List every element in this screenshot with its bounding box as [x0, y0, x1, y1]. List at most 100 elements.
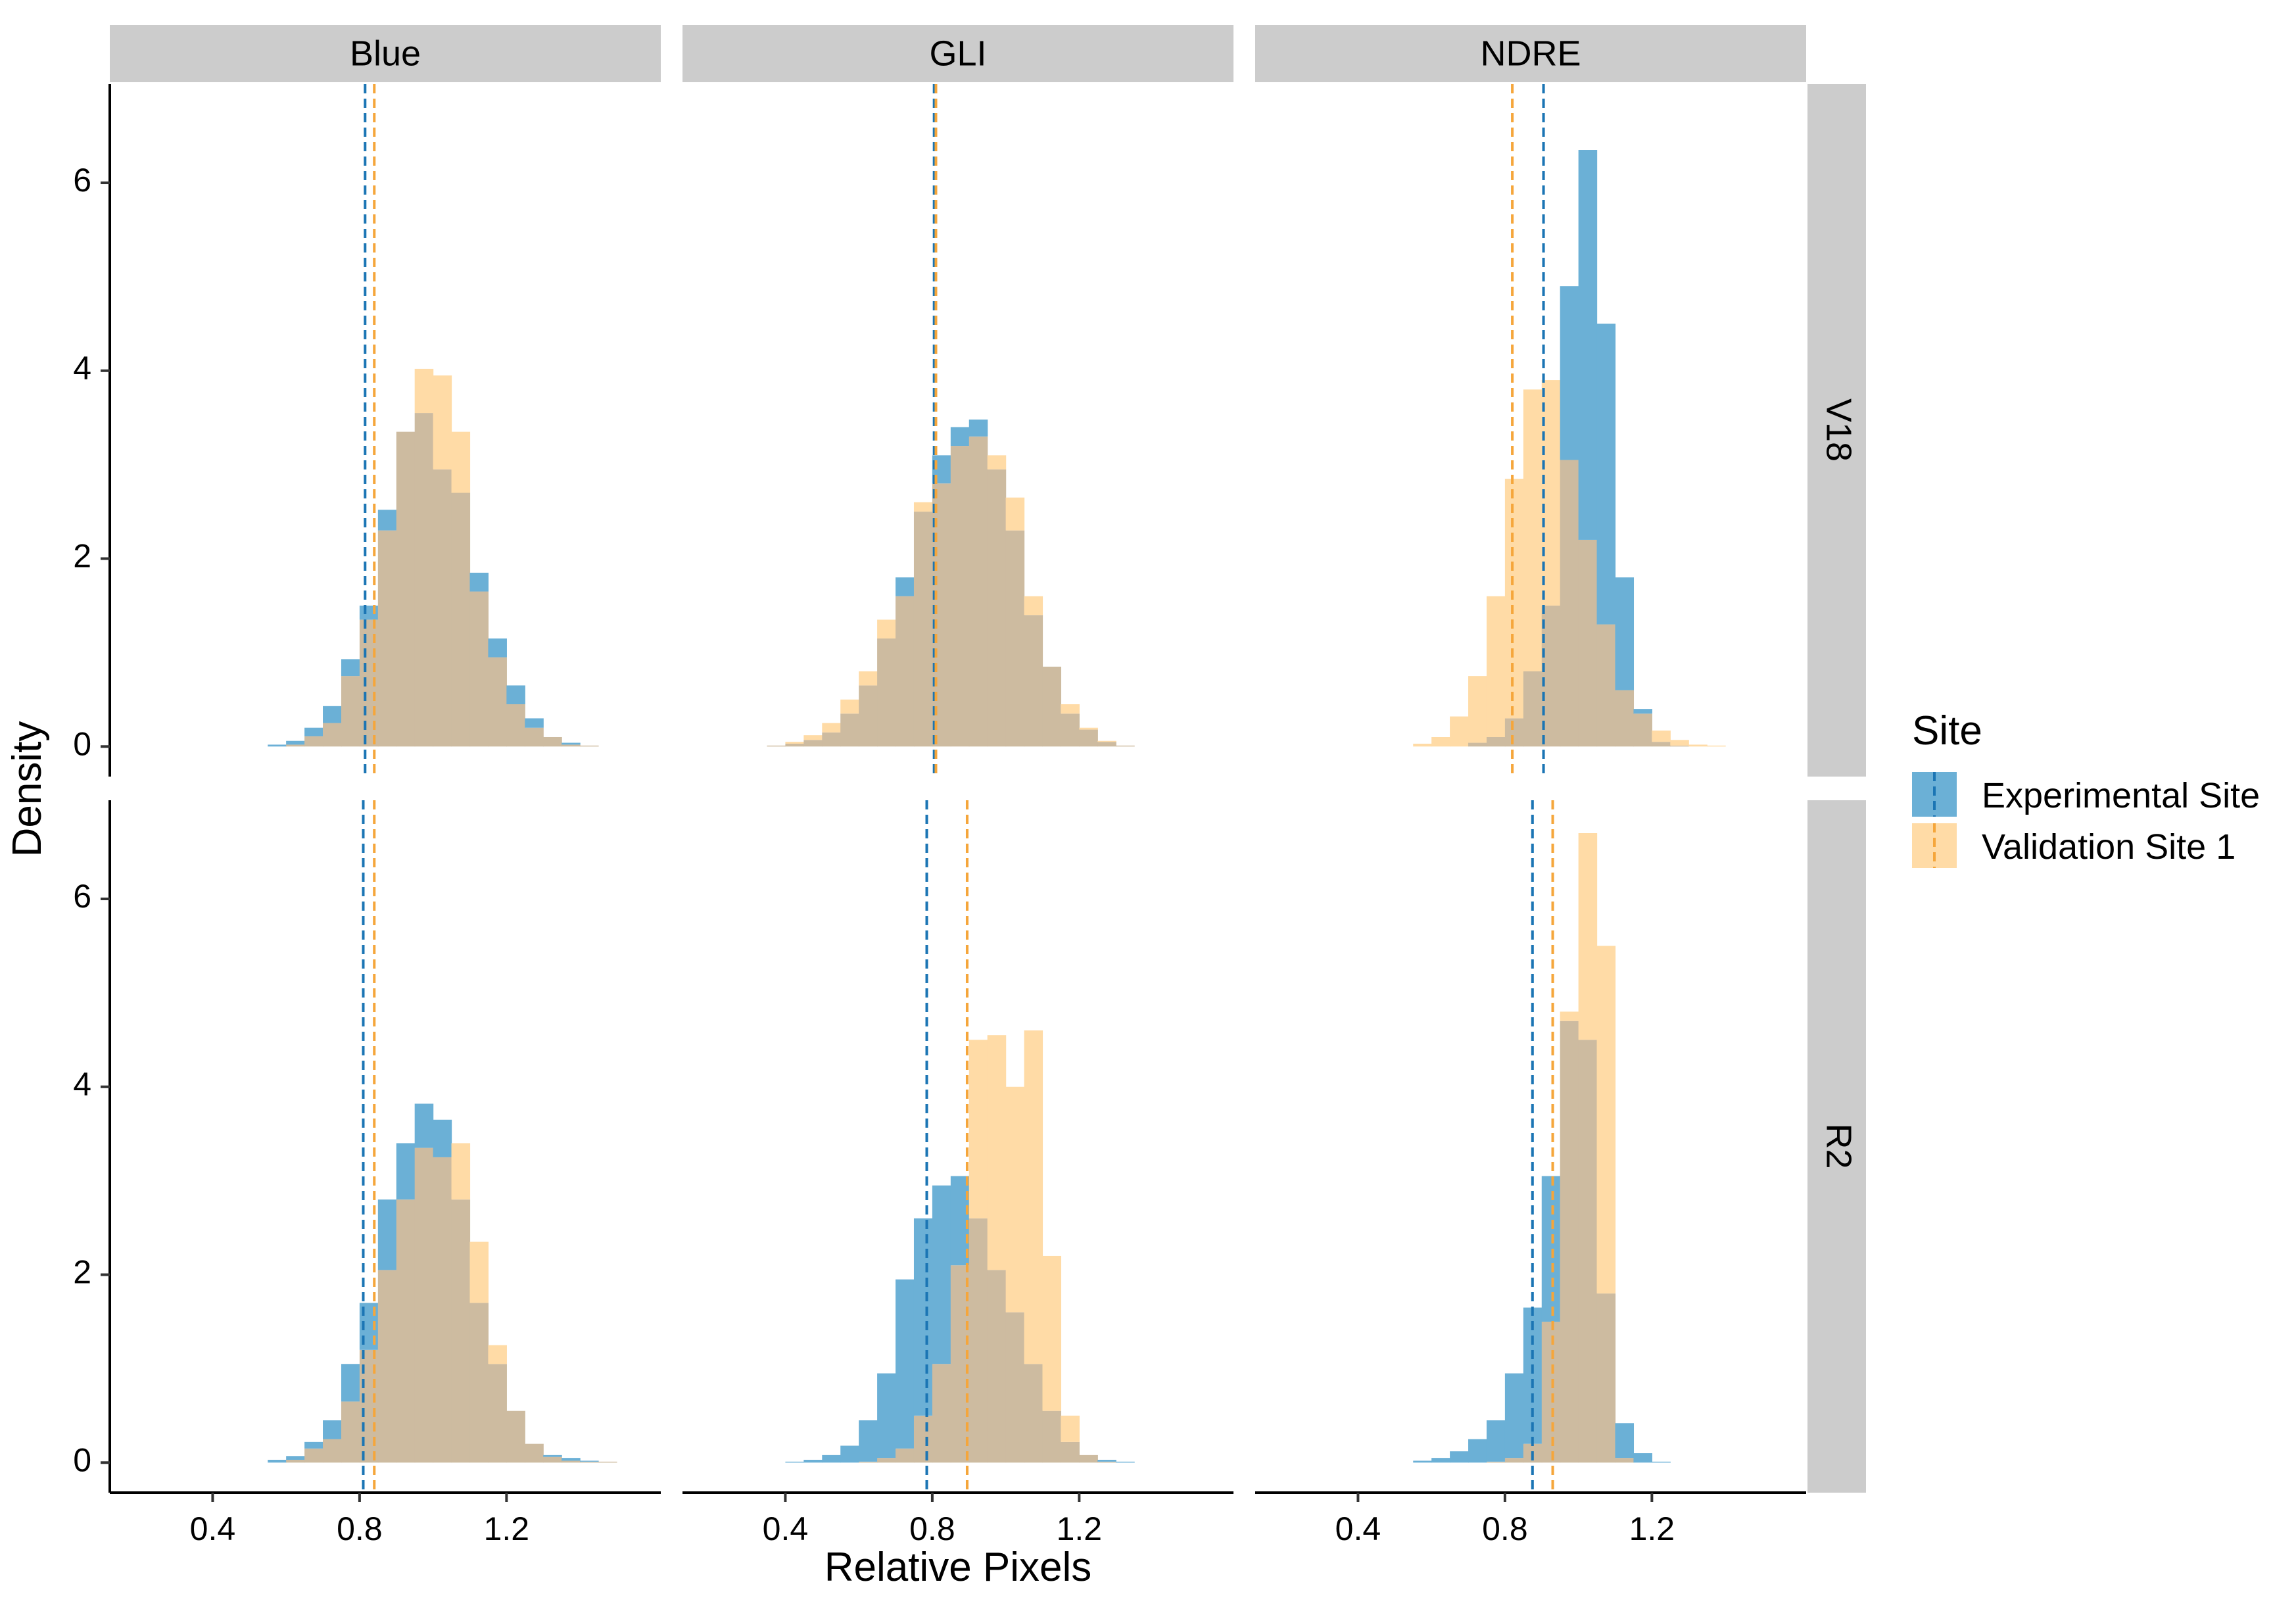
bar-experimental-site-r2-gli-4 — [859, 1420, 878, 1462]
bar-experimental-site-r2-blue-21 — [580, 1460, 599, 1462]
y-tick-label-r2-4: 4 — [73, 1066, 91, 1103]
bar-overlap-v18-blue-19 — [543, 736, 562, 747]
panel-v18-ndre — [1413, 84, 1726, 777]
bar-validation-site-1-v18-gli-7 — [877, 619, 896, 638]
bar-overlap-r2-gli-6 — [896, 1448, 915, 1463]
bar-overlap-r2-ndre-9 — [1560, 1021, 1579, 1463]
y-tick-label-r2-6: 6 — [73, 878, 91, 915]
bar-overlap-v18-gli-4 — [822, 732, 841, 747]
bar-experimental-site-r2-blue-20 — [562, 1458, 581, 1461]
bar-overlap-r2-blue-13 — [433, 1157, 452, 1463]
x-tick-label-gli-1: 0.8 — [909, 1510, 955, 1547]
bar-overlap-v18-ndre-13 — [1633, 713, 1652, 747]
bar-validation-site-1-v18-blue-13 — [433, 375, 452, 469]
legend-label-experimental-site: Experimental Site — [1982, 776, 2260, 815]
bar-validation-site-1-v18-gli-4 — [822, 723, 841, 733]
bar-overlap-r2-gli-7 — [913, 1415, 933, 1463]
bar-overlap-v18-ndre-7 — [1523, 671, 1543, 747]
bar-experimental-site-r2-ndre-4 — [1468, 1439, 1487, 1463]
bar-experimental-site-v18-ndre-13 — [1633, 709, 1652, 714]
bar-overlap-r2-gli-14 — [1042, 1410, 1062, 1463]
x-tick-label-gli-0: 0.4 — [763, 1510, 809, 1547]
bar-overlap-v18-ndre-12 — [1615, 690, 1635, 747]
bar-validation-site-1-r2-blue-16 — [488, 1345, 507, 1364]
bar-experimental-site-r2-blue-8 — [341, 1364, 360, 1402]
panels-layer — [268, 84, 1726, 1493]
bar-overlap-r2-gli-16 — [1079, 1455, 1098, 1463]
bar-experimental-site-r2-blue-11 — [396, 1143, 416, 1200]
bar-validation-site-1-v18-gli-2 — [785, 742, 804, 744]
bar-experimental-site-r2-ndre-7 — [1523, 1307, 1543, 1444]
bar-validation-site-1-v18-blue-12 — [414, 368, 434, 414]
bar-validation-site-1-v18-ndre-6 — [1504, 479, 1524, 719]
bar-validation-site-1-v18-gli-15 — [1024, 596, 1043, 615]
legend-item-experimental-site: Experimental Site — [1912, 772, 2260, 817]
bar-overlap-r2-gli-13 — [1024, 1364, 1043, 1463]
bar-overlap-r2-blue-11 — [396, 1199, 416, 1463]
facet-label-blue: Blue — [350, 34, 421, 73]
legend-title: Site — [1912, 708, 1982, 754]
bar-overlap-r2-blue-5 — [286, 1459, 305, 1463]
bar-validation-site-1-v18-ndre-3 — [1450, 716, 1469, 747]
bar-overlap-v18-ndre-14 — [1652, 742, 1671, 747]
bar-experimental-site-r2-blue-10 — [377, 1199, 397, 1270]
bar-overlap-v18-gli-12 — [969, 436, 988, 747]
bar-overlap-r2-blue-10 — [377, 1270, 397, 1463]
bar-overlap-v18-blue-14 — [451, 493, 471, 747]
bar-validation-site-1-r2-ndre-9 — [1560, 1011, 1579, 1021]
bar-overlap-v18-gli-9 — [913, 512, 933, 747]
legend-label-validation-site-1: Validation Site 1 — [1982, 827, 2236, 867]
bar-validation-site-1-v18-ndre-15 — [1670, 740, 1689, 746]
bar-validation-site-1-r2-ndre-10 — [1578, 833, 1598, 1040]
facet-strip-ndre: NDRE — [1255, 25, 1806, 82]
bar-overlap-r2-gli-8 — [932, 1364, 951, 1463]
x-tick-label-ndre-2: 1.2 — [1629, 1510, 1675, 1547]
bar-overlap-v18-ndre-4 — [1468, 742, 1487, 747]
bar-validation-site-1-v18-gli-5 — [840, 699, 859, 714]
x-tick-label-gli-2: 1.2 — [1057, 1510, 1103, 1547]
bar-validation-site-1-r2-gli-10 — [969, 1040, 988, 1218]
bar-overlap-v18-gli-2 — [785, 743, 804, 747]
bar-overlap-r2-blue-8 — [341, 1401, 360, 1463]
facet-label-v18: V18 — [1819, 398, 1859, 462]
bar-overlap-v18-gli-19 — [1097, 742, 1116, 747]
y-tick-label-v18-6: 6 — [73, 162, 91, 199]
bar-overlap-r2-gli-12 — [1005, 1312, 1025, 1463]
bar-overlap-v18-blue-5 — [286, 744, 305, 747]
bar-experimental-site-v18-blue-20 — [562, 742, 581, 745]
facet-label-r2: R2 — [1819, 1123, 1859, 1168]
bar-overlap-r2-ndre-10 — [1578, 1040, 1598, 1463]
bar-validation-site-1-v18-ndre-5 — [1486, 596, 1506, 737]
bar-validation-site-1-v18-ndre-2 — [1431, 736, 1450, 747]
bar-overlap-r2-ndre-11 — [1596, 1293, 1616, 1463]
bar-experimental-site-r2-ndre-8 — [1541, 1176, 1561, 1322]
bar-validation-site-1-v18-gli-9 — [913, 502, 933, 512]
bar-overlap-v18-blue-17 — [506, 704, 525, 747]
facet-strip-v18: V18 — [1807, 84, 1866, 777]
bar-validation-site-1-r2-blue-15 — [469, 1241, 489, 1303]
bar-experimental-site-v18-ndre-10 — [1578, 150, 1598, 540]
bar-experimental-site-r2-gli-3 — [840, 1445, 859, 1463]
bar-experimental-site-v18-blue-6 — [304, 727, 323, 736]
panel-v18-blue — [268, 84, 599, 777]
bar-experimental-site-r2-blue-4 — [268, 1459, 287, 1463]
bar-validation-site-1-r2-gli-12 — [1005, 1086, 1025, 1312]
bar-experimental-site-r2-ndre-5 — [1486, 1420, 1506, 1462]
bar-validation-site-1-r2-gli-15 — [1061, 1415, 1080, 1442]
bar-experimental-site-v18-ndre-11 — [1596, 324, 1616, 625]
bar-overlap-v18-blue-11 — [396, 431, 416, 747]
bar-overlap-r2-blue-16 — [488, 1364, 507, 1463]
panel-r2-blue — [268, 800, 617, 1493]
bar-experimental-site-v18-blue-4 — [268, 744, 287, 747]
bar-experimental-site-v18-blue-5 — [286, 740, 305, 745]
bar-experimental-site-r2-blue-5 — [286, 1456, 305, 1460]
bar-overlap-v18-ndre-9 — [1560, 460, 1579, 747]
bar-overlap-v18-blue-13 — [433, 469, 452, 747]
bar-validation-site-1-v18-gli-13 — [987, 455, 1007, 469]
bar-overlap-v18-gli-17 — [1061, 713, 1080, 747]
bar-experimental-site-v18-gli-11 — [950, 427, 970, 446]
y-tick-label-r2-2: 2 — [73, 1254, 91, 1291]
bar-experimental-site-r2-ndre-12 — [1615, 1423, 1635, 1458]
bar-validation-site-1-v18-gli-18 — [1079, 727, 1098, 730]
